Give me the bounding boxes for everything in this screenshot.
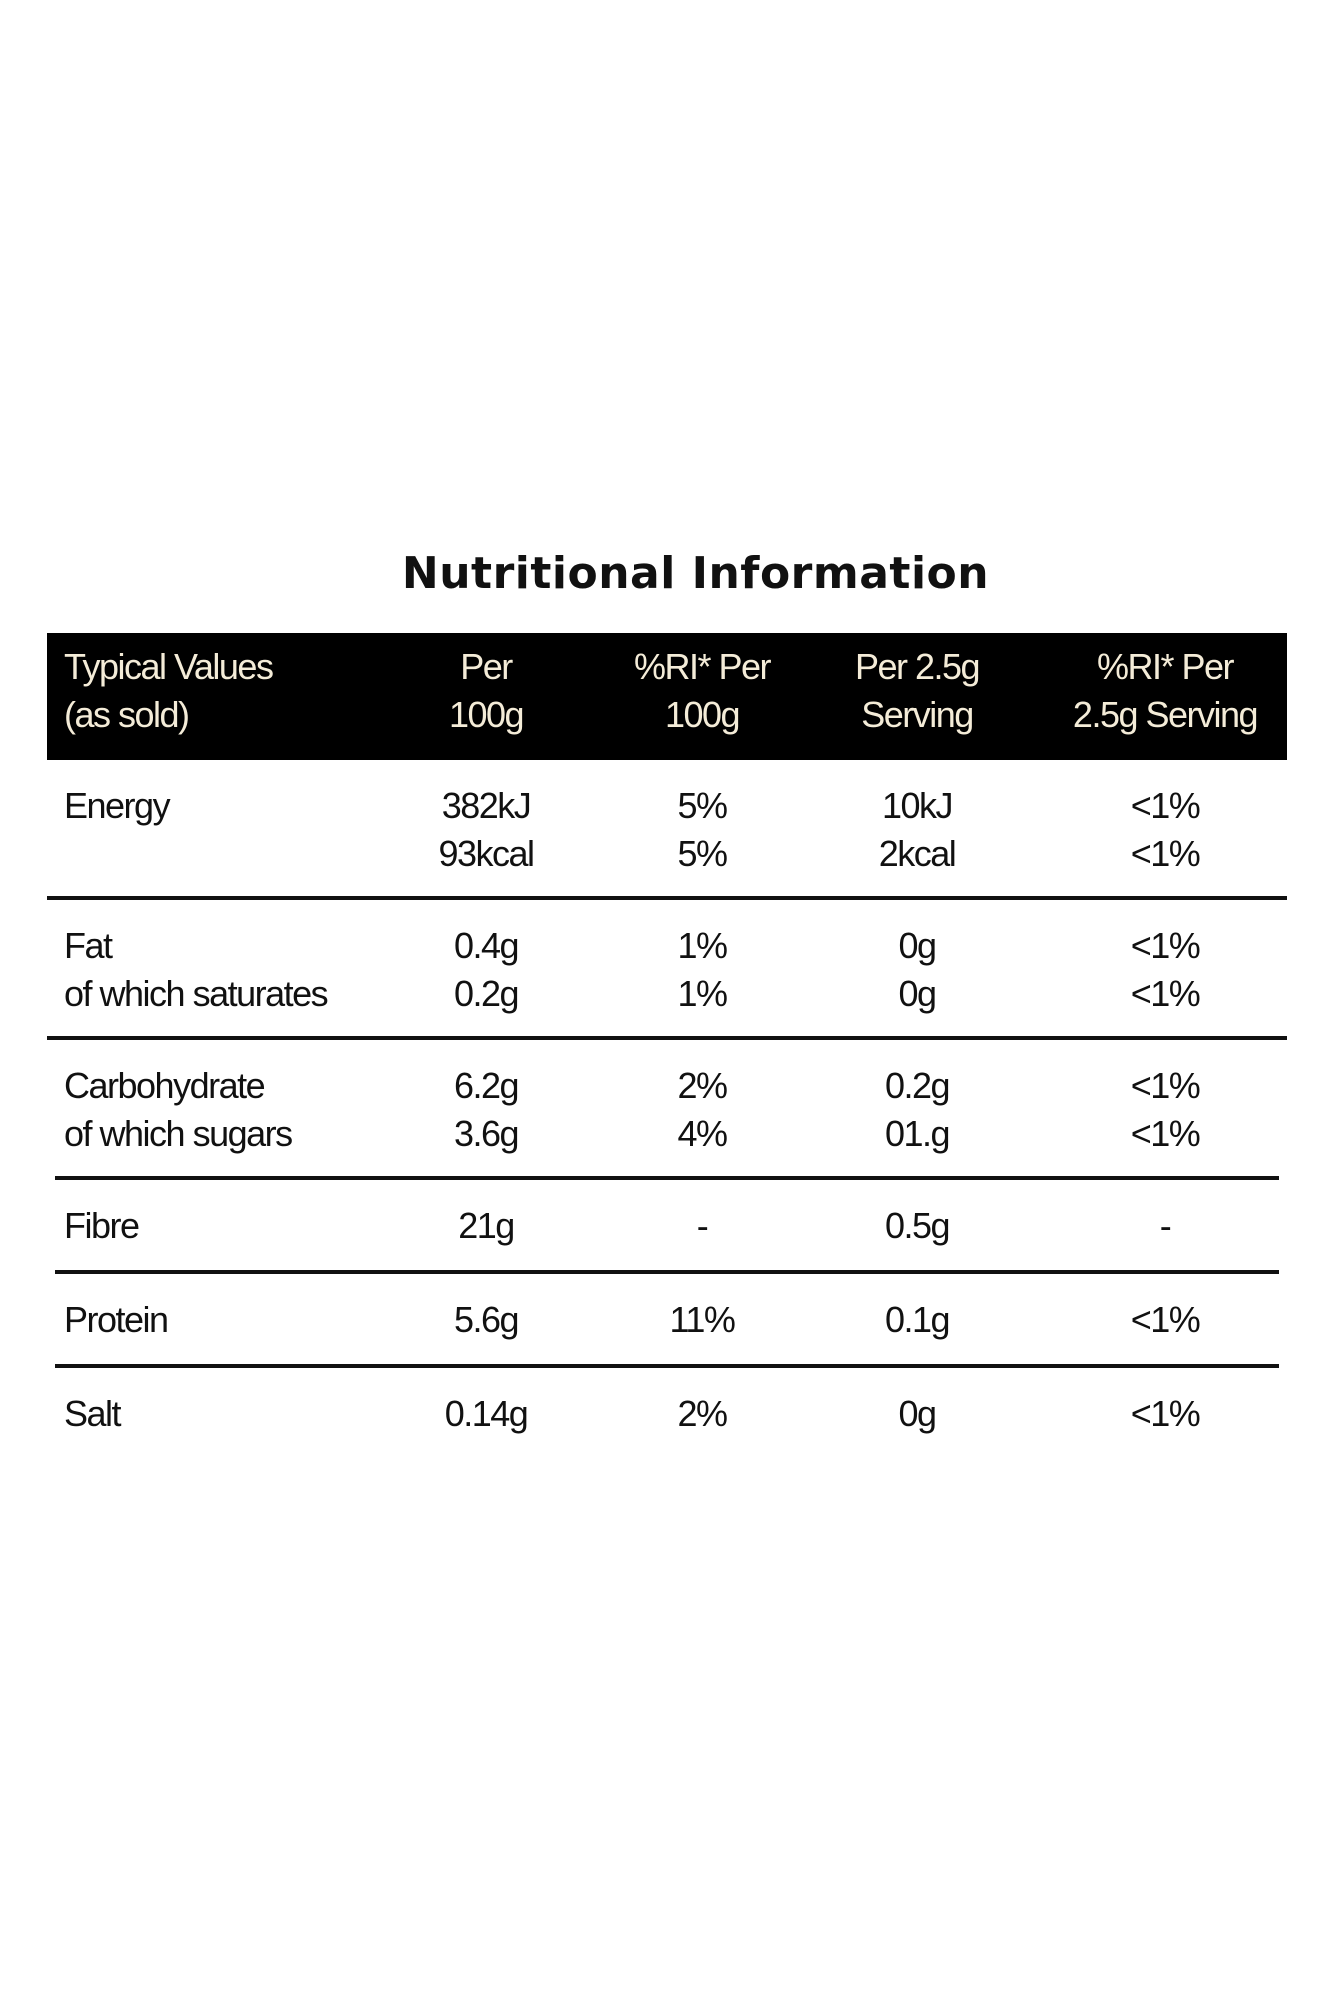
value-ri-per-100g: - <box>696 1205 709 1246</box>
value-per-100g: 0.14g <box>444 1393 529 1434</box>
header-line: Typical Values <box>64 646 274 687</box>
cell-line: 5% <box>677 785 728 826</box>
cell-line: 0.4g <box>453 925 520 966</box>
cell-line: 382kJ <box>441 785 532 826</box>
cell-line: of which sugars <box>64 1113 293 1154</box>
table-header: Typical Values (as sold) Per 100g %RI* P… <box>47 633 1287 760</box>
header-per-100g: Per 100g <box>448 643 525 739</box>
value-ri-per-serving: <1% <1% <box>1130 922 1201 1018</box>
value-per-serving: 10kJ 2kcal <box>878 782 957 878</box>
table-row-fibre: Fibre 21g - 0.5g - <box>55 1180 1279 1274</box>
cell-line: 5% <box>677 833 728 874</box>
value-ri-per-serving: - <box>1159 1205 1172 1246</box>
cell-line: Carbohydrate <box>64 1065 266 1106</box>
value-per-serving: 0g <box>898 1393 937 1434</box>
nutrient-name: Fat of which saturates <box>64 922 329 1018</box>
cell-line: 0g <box>898 973 937 1014</box>
header-line: (as sold) <box>64 694 190 735</box>
header-line: Per <box>460 646 513 687</box>
cell-line: 93kcal <box>438 833 535 874</box>
cell-line: 1% <box>677 925 728 966</box>
cell-line: 1% <box>677 973 728 1014</box>
value-per-100g: 0.4g 0.2g <box>453 922 520 1018</box>
value-per-100g: 21g <box>458 1205 515 1246</box>
header-line: 2.5g Serving <box>1072 694 1259 735</box>
cell-line: 01.g <box>884 1113 951 1154</box>
header-line: %RI* Per <box>1096 646 1235 687</box>
header-per-serving: Per 2.5g Serving <box>854 643 981 739</box>
cell-line: 10kJ <box>881 785 954 826</box>
cell-line: of which saturates <box>64 973 329 1014</box>
value-ri-per-serving: <1% <box>1130 1299 1201 1340</box>
table-row-protein: Protein 5.6g 11% 0.1g <1% <box>55 1274 1279 1368</box>
cell-line: <1% <box>1130 925 1201 966</box>
value-ri-per-100g: 2% <box>677 1393 728 1434</box>
cell-line: <1% <box>1130 785 1201 826</box>
cell-line: <1% <box>1130 833 1201 874</box>
cell-line: 6.2g <box>453 1065 520 1106</box>
table-row-fat: Fat of which saturates 0.4g 0.2g 1% 1% 0… <box>47 900 1287 1040</box>
cell-line: Fat <box>64 925 113 966</box>
header-ri-per-100g: %RI* Per 100g <box>633 643 772 739</box>
header-line: %RI* Per <box>633 646 772 687</box>
header-ri-per-serving: %RI* Per 2.5g Serving <box>1072 643 1259 739</box>
nutrient-name: Salt <box>64 1393 122 1434</box>
header-typical-values: Typical Values (as sold) <box>64 643 274 739</box>
cell-line: <1% <box>1130 973 1201 1014</box>
cell-line: 2kcal <box>878 833 957 874</box>
nutrient-name: Fibre <box>64 1205 140 1246</box>
cell-line: 2% <box>677 1065 728 1106</box>
cell-line: <1% <box>1130 1113 1201 1154</box>
cell-line: 0g <box>898 925 937 966</box>
value-per-serving: 0.2g 01.g <box>884 1062 951 1158</box>
table-row-energy: Energy 382kJ 93kcal 5% 5% 10kJ 2kcal <1%… <box>47 760 1287 900</box>
value-per-100g: 382kJ 93kcal <box>438 782 535 878</box>
value-per-serving: 0.5g <box>884 1205 951 1246</box>
value-ri-per-serving: <1% <1% <box>1130 782 1201 878</box>
cell-line: 0.2g <box>453 973 520 1014</box>
value-ri-per-100g: 1% 1% <box>677 922 728 1018</box>
header-line: Serving <box>861 694 974 735</box>
header-line: Per 2.5g <box>854 646 981 687</box>
value-ri-per-100g: 5% 5% <box>677 782 728 878</box>
cell-line: 0.2g <box>884 1065 951 1106</box>
value-ri-per-serving: <1% <1% <box>1130 1062 1201 1158</box>
value-per-serving: 0g 0g <box>898 922 937 1018</box>
value-per-serving: 0.1g <box>884 1299 951 1340</box>
nutrient-name: Energy <box>64 782 171 830</box>
header-line: 100g <box>664 694 741 735</box>
value-ri-per-100g: 2% 4% <box>677 1062 728 1158</box>
nutrient-name: Protein <box>64 1299 169 1340</box>
value-ri-per-100g: 11% <box>669 1299 736 1340</box>
cell-line: <1% <box>1130 1065 1201 1106</box>
value-per-100g: 6.2g 3.6g <box>453 1062 520 1158</box>
cell-line: 3.6g <box>453 1113 520 1154</box>
value-per-100g: 5.6g <box>453 1299 520 1340</box>
nutrition-table: Typical Values (as sold) Per 100g %RI* P… <box>47 633 1287 1458</box>
value-ri-per-serving: <1% <box>1130 1393 1201 1434</box>
table-row-salt: Salt 0.14g 2% 0g <1% <box>55 1368 1279 1458</box>
page-title: Nutritional Information <box>401 548 990 599</box>
cell-line: 4% <box>677 1113 728 1154</box>
header-line: 100g <box>448 694 525 735</box>
table-row-carbohydrate: Carbohydrate of which sugars 6.2g 3.6g 2… <box>55 1040 1279 1180</box>
cell-line: Energy <box>64 785 171 826</box>
nutrient-name: Carbohydrate of which sugars <box>64 1062 293 1158</box>
